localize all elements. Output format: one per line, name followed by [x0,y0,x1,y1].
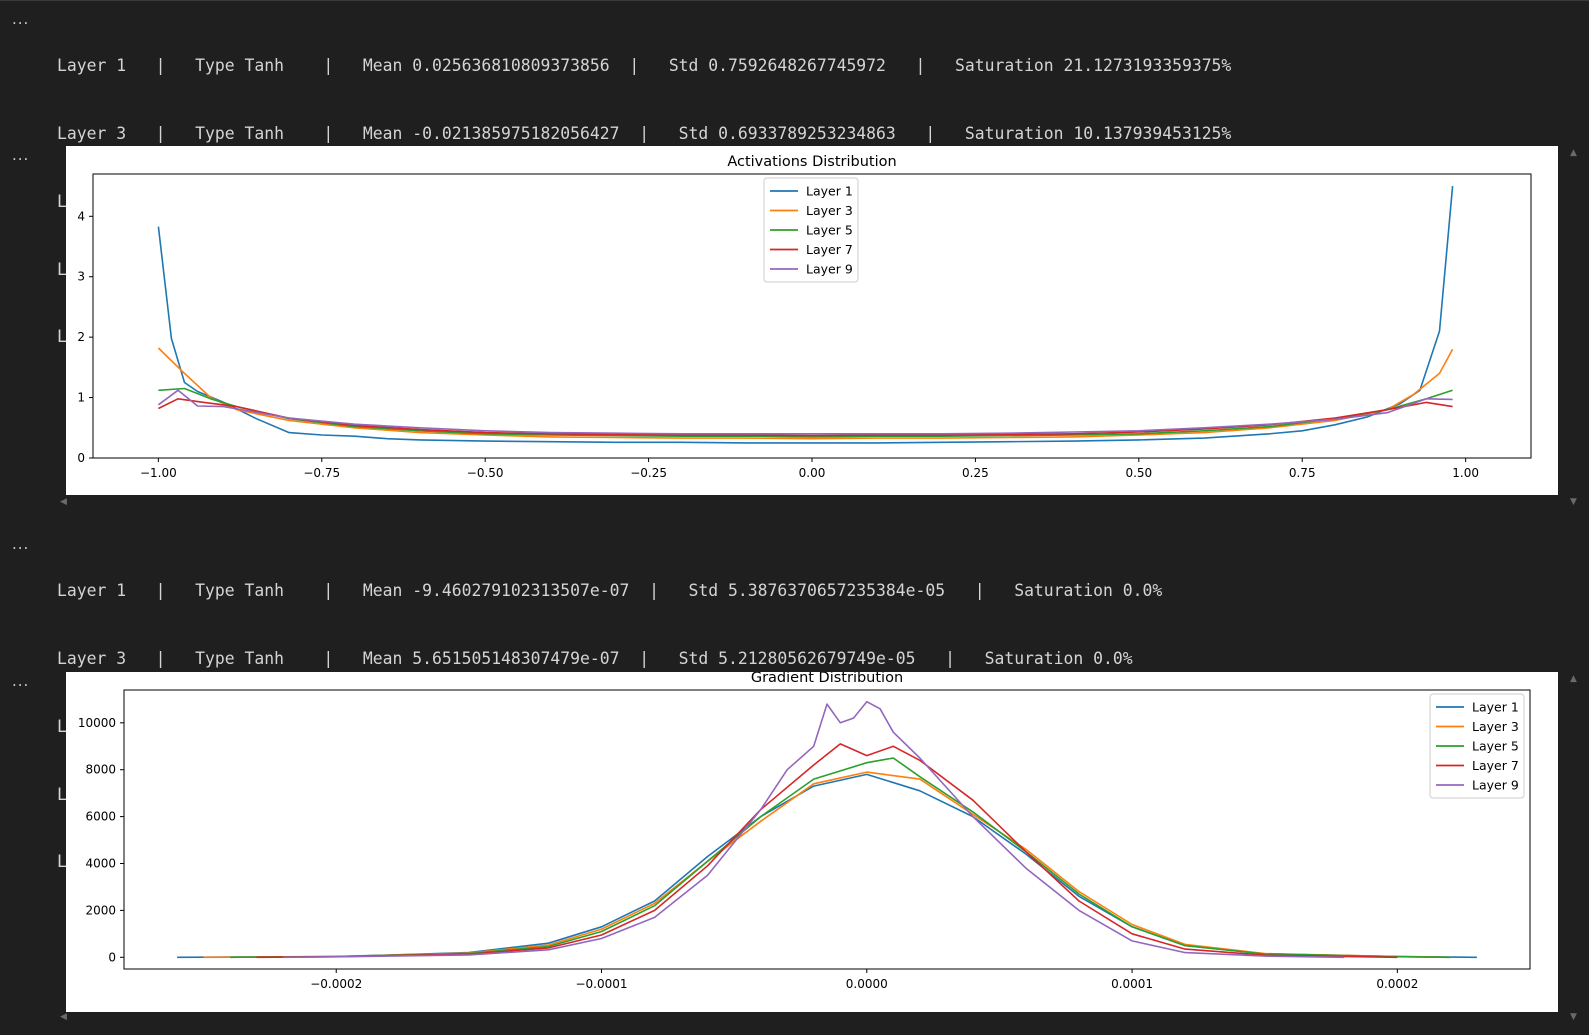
series-line-layer-5 [158,387,1453,438]
legend-box [763,177,859,283]
legend-entry: Layer 1 [1472,700,1519,715]
x-tick-label: 0.0002 [1376,977,1418,991]
legend-entry: Layer 1 [806,184,853,199]
legend-entry: Layer 3 [806,203,853,218]
chart-legend: Layer 1 Layer 3 Layer 5 Layer 7 Layer 9 [1429,693,1525,799]
series-line-layer-3 [203,771,1451,959]
series-line-layer-7 [158,398,1453,437]
x-tick-label: −0.0002 [310,977,362,991]
y-tick-label: 4 [77,209,85,223]
x-tick-label: 0.0001 [1111,977,1153,991]
x-tick-label: 0.75 [1289,466,1316,480]
chart-title: Gradient Distribution [751,672,903,686]
y-tick-label: 0 [77,451,85,465]
y-tick-label: 2000 [85,903,116,917]
gradient-stats-line: Layer 1 | Type Tanh | Mean -9.4602791023… [57,581,1163,601]
series-group [157,186,1454,444]
output-marker-2[interactable]: ... [12,146,30,164]
x-tick-label: 1.00 [1452,466,1479,480]
x-tick-label: −1.00 [140,466,177,480]
legend-entry: Layer 9 [1472,778,1519,793]
scroll-down-arrow[interactable]: ▼ [1570,1012,1577,1022]
x-tick-label: 0.50 [1125,466,1152,480]
output-marker-3[interactable]: ... [12,535,30,553]
series-line-layer-5 [230,757,1451,959]
chart-title: Activations Distribution [727,154,896,170]
legend-entry: Layer 5 [806,223,853,238]
y-tick-label: 8000 [85,763,116,777]
scroll-down-arrow[interactable]: ▼ [1570,497,1577,507]
series-line-layer-9 [157,389,1453,435]
series-line-layer-1 [177,773,1477,959]
plot-frame [123,689,1531,970]
activations-plot-panel: Activations Distribution −1.00 −0.75 −0.50 −… [66,146,1558,495]
chart-legend: Layer 1 Layer 3 Layer 5 Layer 7 Layer 9 [763,177,859,283]
scroll-left-arrow[interactable]: ◀ [60,1012,67,1022]
x-tick-label: −0.50 [467,466,504,480]
series-group [177,700,1477,959]
activation-stats-line: Layer 1 | Type Tanh | Mean 0.02563681080… [57,56,1232,76]
scroll-up-arrow[interactable]: ▲ [1570,674,1577,684]
gradient-stats-line: Layer 3 | Type Tanh | Mean 5.65150514830… [57,648,1133,668]
activations-chart: Activations Distribution −1.00 −0.75 −0.50 −… [77,154,1532,480]
legend-entry: Layer 7 [1472,758,1519,773]
x-tick-label: 0.25 [962,466,989,480]
series-line-layer-9 [283,700,1345,959]
gradient-plot-panel: Gradient Distribution −0.0002 −0.0001 0.000… [66,672,1558,1012]
top-divider [0,0,1589,1]
legend-entry: Layer 9 [806,262,853,277]
y-tick-label: 10000 [78,716,116,730]
x-tick-label: −0.0001 [575,977,627,991]
legend-box [1429,693,1525,799]
y-tick-label: 0 [108,950,116,964]
y-tick-label: 6000 [85,810,116,824]
legend-entry: Layer 7 [806,242,853,257]
legend-entry: Layer 3 [1472,719,1519,734]
x-tick-label: 0.0000 [846,977,888,991]
scroll-up-arrow[interactable]: ▲ [1570,148,1577,158]
y-tick-label: 3 [77,270,85,284]
x-tick-label: −0.75 [303,466,340,480]
activation-stats-line: Layer 3 | Type Tanh | Mean -0.0213859751… [57,123,1232,143]
scroll-left-arrow[interactable]: ◀ [60,497,67,507]
x-tick-label: 0.00 [799,466,826,480]
series-line-layer-3 [157,347,1454,440]
series-line-layer-7 [256,743,1398,959]
x-tick-label: −0.25 [630,466,667,480]
legend-entry: Layer 5 [1472,739,1519,754]
series-line-layer-1 [157,186,1454,444]
output-marker-4[interactable]: ... [12,672,30,690]
output-marker-1[interactable]: ... [12,10,30,28]
y-tick-label: 2 [77,330,85,344]
y-tick-label: 4000 [85,856,116,870]
gradient-chart: Gradient Distribution −0.0002 −0.0001 0.000… [78,672,1531,991]
y-tick-label: 1 [77,391,85,405]
